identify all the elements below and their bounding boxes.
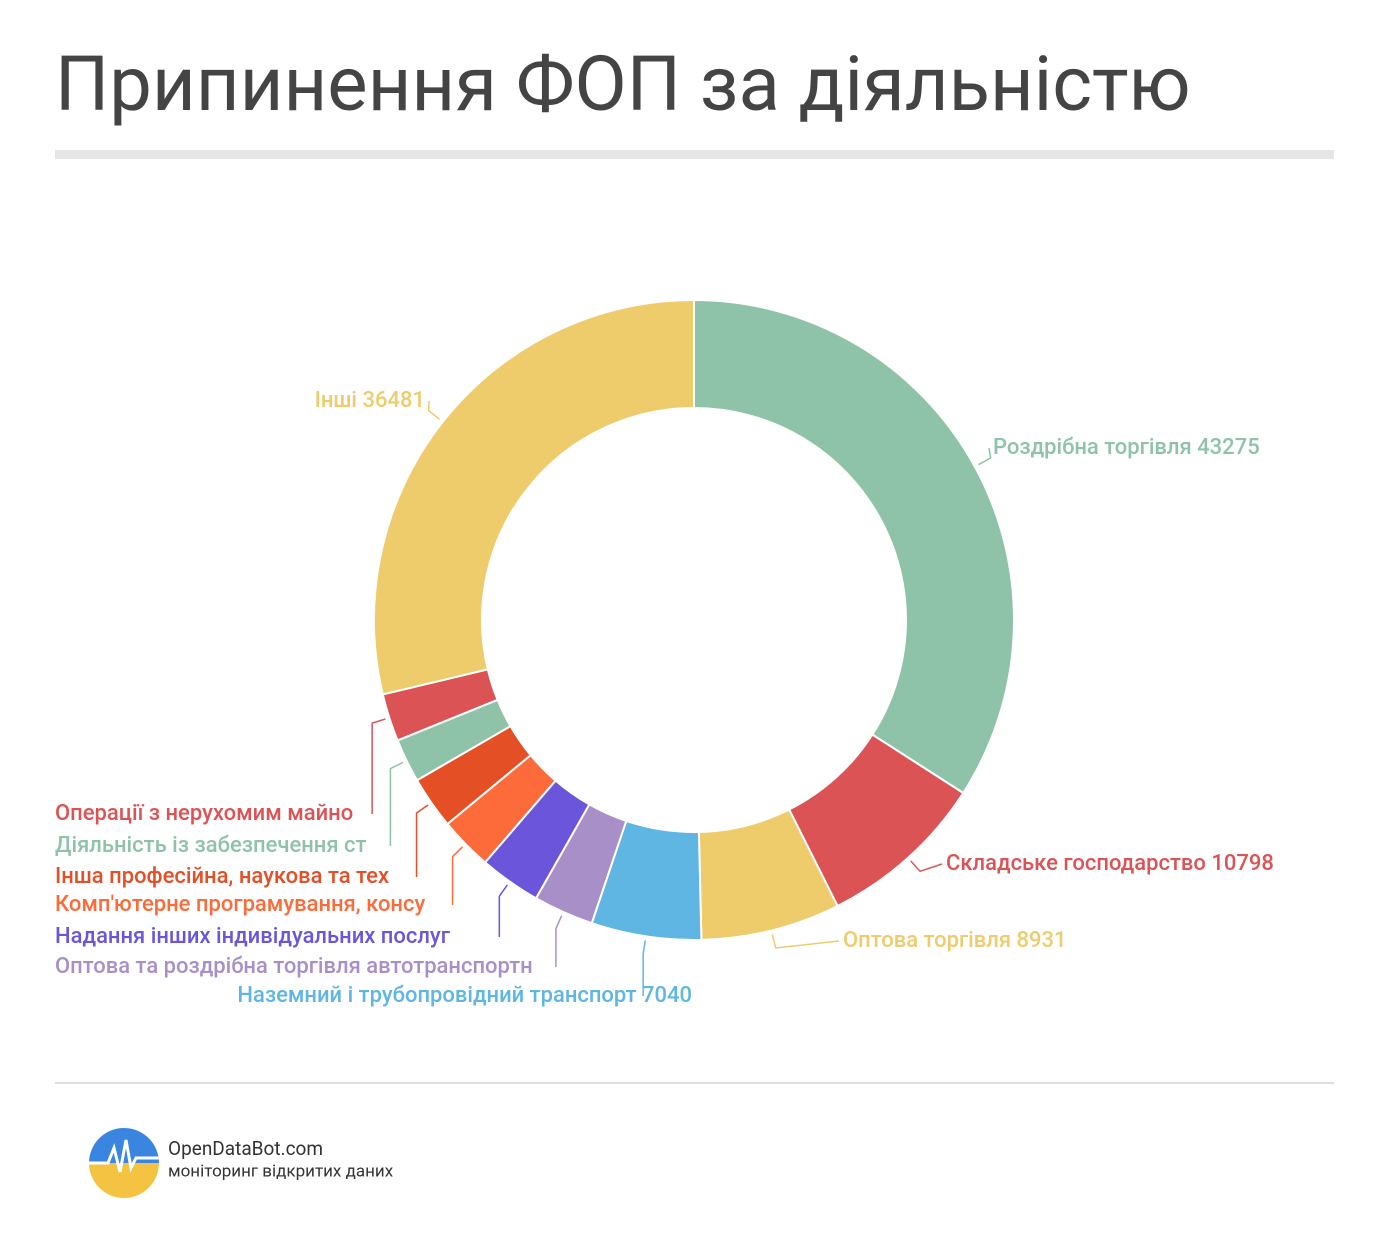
- leader-line: [371, 718, 386, 814]
- leader-line: [498, 884, 508, 937]
- data-label: Надання інших індивідуальних послуг: [55, 924, 451, 949]
- tagline: моніторинг відкритих даних: [168, 1161, 394, 1181]
- leader-line: [642, 940, 646, 996]
- chart-title: Припинення ФОП за діяльністю: [55, 39, 1191, 129]
- leader-line: [415, 804, 429, 877]
- leader-line: [555, 915, 563, 967]
- data-label: Наземний і трубопровідний транспорт 7040: [237, 983, 692, 1008]
- leader-line: [910, 860, 943, 873]
- data-label: Оптова та роздрібна торгівля автотранспо…: [55, 954, 533, 979]
- title-rule: [55, 150, 1334, 159]
- data-label: Оптова торгівля 8931: [843, 928, 1067, 953]
- leader-line: [978, 447, 992, 466]
- data-label: Операції з нерухомим майно: [55, 801, 353, 826]
- data-label: Інші 36481: [315, 388, 425, 413]
- brand: OpenDataBot.com: [168, 1137, 323, 1160]
- donut-segment: [693, 298, 1015, 795]
- logo: [89, 1128, 159, 1198]
- leader-line: [427, 400, 441, 420]
- donut-segment: [373, 298, 695, 696]
- leader-line: [771, 934, 840, 949]
- data-label: Діяльність із забезпечення ст: [55, 833, 367, 858]
- data-label: Комп'ютерне програмування, консу: [55, 892, 425, 917]
- data-label: Інша професійна, наукова та тех: [55, 864, 389, 889]
- leader-line: [389, 761, 404, 846]
- leader-line: [451, 846, 464, 905]
- data-label: Складське господарство 10798: [946, 851, 1274, 876]
- data-label: Роздрібна торгівля 43275: [993, 435, 1260, 460]
